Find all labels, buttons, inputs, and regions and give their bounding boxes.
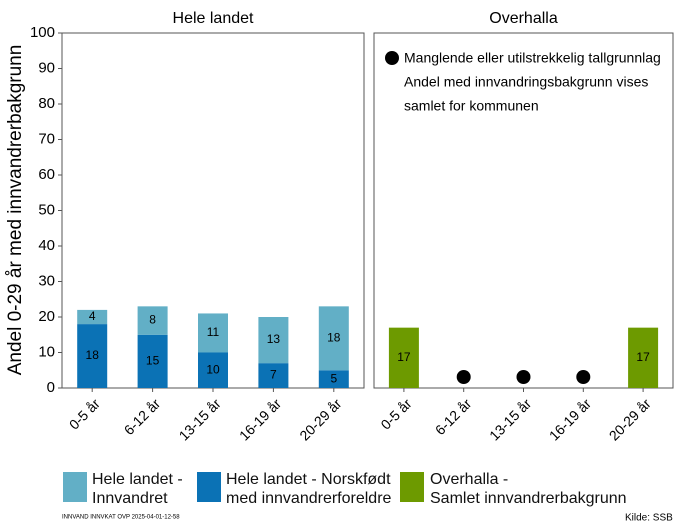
bar-segment <box>258 363 289 388</box>
bar-segment <box>318 306 349 371</box>
legend-label: Hele landet - Innvandret <box>92 471 183 507</box>
y-tick-label: 100 <box>30 24 55 41</box>
x-tick-label: 16-19 år <box>546 395 594 443</box>
bar-segment <box>77 309 108 325</box>
bar-label: 7 <box>270 368 277 382</box>
x-tick-label: 0-5 år <box>377 395 414 432</box>
y-axis-label: Andel 0-29 år med innvandrerbakgrunn <box>5 45 26 376</box>
y-tick-label: 70 <box>38 130 55 147</box>
x-tick-label: 20-29 år <box>606 395 654 443</box>
x-tick-label: 6-12 år <box>432 395 475 438</box>
bar-segment <box>258 317 289 364</box>
annotation: Manglende eller utilstrekkelig tallgrunn… <box>404 50 661 66</box>
y-tick-label: 40 <box>38 237 55 254</box>
bar-segment <box>388 327 419 388</box>
bar-label: 4 <box>89 309 96 323</box>
y-tick-label: 50 <box>38 201 55 218</box>
bar-label: 8 <box>149 313 156 327</box>
bar-label: 5 <box>330 371 337 385</box>
x-tick-label: 0-5 år <box>66 395 103 432</box>
missing-marker <box>576 370 591 384</box>
y-tick-label: 0 <box>47 379 55 396</box>
bar-segment <box>628 327 659 388</box>
x-tick-label: 20-29 år <box>296 395 344 443</box>
bar-label: 15 <box>146 354 160 368</box>
y-tick-label: 80 <box>38 95 55 112</box>
annotation: Andel med innvandringsbakgrunn vises <box>404 74 648 90</box>
y-tick-label: 60 <box>38 166 55 183</box>
bar-label: 18 <box>327 330 341 344</box>
bar-label: 17 <box>397 350 411 364</box>
legend-swatch <box>400 472 424 502</box>
legend-swatch <box>197 472 221 502</box>
bar-label: 13 <box>267 332 281 346</box>
y-tick-label: 20 <box>38 308 55 325</box>
legend-label: Hele landet - Norskfødt med innvandrerfo… <box>226 471 392 507</box>
bar-label: 17 <box>636 350 650 364</box>
x-tick-label: 13-15 år <box>486 395 534 443</box>
panel-title: Overhalla <box>489 10 558 27</box>
bar-segment <box>198 352 228 388</box>
bar-segment <box>198 313 228 353</box>
bar-label: 11 <box>207 325 220 339</box>
panel-title: Hele landet <box>173 10 255 27</box>
footer-code: INNVAND INNVKAT OVP 2025-04-01-12-58 <box>62 515 180 521</box>
annotation-marker <box>385 51 399 65</box>
bar-label: 10 <box>206 362 220 376</box>
annotation: samlet for kommunen <box>404 98 539 114</box>
bar-segment <box>137 306 168 335</box>
bar-segment <box>77 324 108 388</box>
bar-segment <box>137 334 168 388</box>
legend-swatch <box>63 472 87 502</box>
y-tick-label: 30 <box>38 272 55 289</box>
y-tick-label: 90 <box>38 59 55 76</box>
bar-label: 18 <box>86 348 100 362</box>
y-tick-label: 10 <box>38 343 55 360</box>
x-tick-label: 6-12 år <box>121 395 164 438</box>
missing-marker <box>516 370 531 384</box>
x-tick-label: 16-19 år <box>236 395 284 443</box>
missing-marker <box>456 370 471 384</box>
x-tick-label: 13-15 år <box>176 395 224 443</box>
legend-label: Overhalla - Samlet innvandrerbakgrunn <box>430 471 627 507</box>
source: Kilde: SSB <box>625 513 673 521</box>
bar-segment <box>318 370 349 388</box>
